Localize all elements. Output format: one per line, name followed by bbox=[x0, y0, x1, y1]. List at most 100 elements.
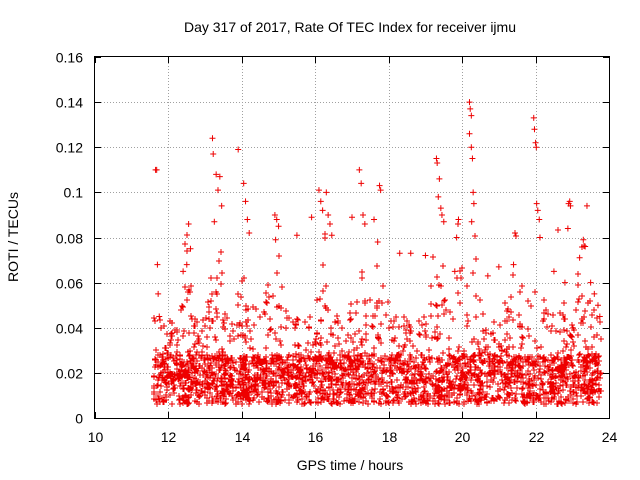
data-point bbox=[358, 180, 365, 187]
data-point bbox=[461, 381, 467, 387]
data-point bbox=[480, 389, 486, 395]
data-point bbox=[380, 368, 386, 374]
data-point bbox=[453, 376, 459, 382]
data-point bbox=[304, 365, 310, 371]
data-point bbox=[384, 393, 390, 399]
data-point bbox=[519, 324, 525, 330]
data-point bbox=[596, 382, 602, 388]
data-point bbox=[188, 379, 194, 385]
data-point bbox=[335, 320, 341, 326]
data-point bbox=[316, 353, 322, 359]
data-point bbox=[453, 234, 460, 241]
data-point bbox=[273, 388, 279, 394]
data-point bbox=[218, 281, 224, 287]
data-point bbox=[209, 369, 215, 375]
data-point bbox=[374, 263, 380, 269]
data-point bbox=[239, 278, 245, 284]
data-point bbox=[363, 322, 369, 328]
data-point bbox=[404, 318, 410, 324]
data-point bbox=[561, 279, 568, 286]
data-point bbox=[276, 253, 282, 259]
data-point bbox=[473, 314, 479, 320]
data-point bbox=[190, 355, 196, 361]
data-point bbox=[317, 363, 323, 369]
data-point bbox=[212, 353, 218, 359]
data-point bbox=[278, 342, 284, 348]
data-point bbox=[477, 350, 483, 356]
data-point bbox=[309, 372, 315, 378]
x-tick-label: 24 bbox=[602, 429, 618, 445]
data-point bbox=[464, 312, 470, 318]
data-point bbox=[406, 364, 412, 370]
data-point bbox=[560, 348, 566, 354]
data-point bbox=[545, 311, 551, 317]
data-point bbox=[484, 399, 490, 405]
data-point bbox=[428, 283, 434, 289]
data-point bbox=[532, 289, 538, 295]
data-point bbox=[242, 365, 248, 371]
data-point bbox=[256, 356, 262, 362]
data-point bbox=[404, 336, 410, 342]
data-point bbox=[487, 369, 493, 375]
data-point bbox=[532, 338, 538, 344]
data-point bbox=[174, 329, 180, 335]
data-point bbox=[405, 361, 411, 367]
data-point bbox=[464, 283, 470, 289]
data-point bbox=[352, 360, 358, 366]
data-point bbox=[561, 359, 567, 365]
data-point bbox=[301, 355, 307, 361]
data-point bbox=[185, 361, 191, 367]
data-point bbox=[530, 383, 536, 389]
data-point bbox=[308, 400, 314, 406]
data-point bbox=[438, 392, 444, 398]
data-point bbox=[238, 362, 244, 368]
data-point bbox=[216, 258, 222, 264]
data-point bbox=[210, 318, 216, 324]
data-point bbox=[197, 393, 203, 399]
data-point bbox=[556, 388, 562, 394]
data-point bbox=[396, 343, 402, 349]
data-point bbox=[561, 316, 567, 322]
data-point bbox=[519, 334, 525, 340]
data-point bbox=[541, 401, 547, 407]
data-point bbox=[549, 395, 555, 401]
data-point bbox=[400, 348, 406, 354]
data-point bbox=[424, 393, 430, 399]
data-point bbox=[582, 369, 588, 375]
data-point bbox=[506, 353, 512, 359]
data-point bbox=[305, 353, 311, 359]
x-tick-label: 22 bbox=[529, 429, 545, 445]
data-point bbox=[548, 399, 554, 405]
data-point bbox=[250, 397, 256, 403]
data-point bbox=[422, 252, 429, 259]
data-point bbox=[472, 233, 478, 239]
data-point bbox=[305, 340, 311, 346]
data-point bbox=[214, 275, 220, 281]
data-point bbox=[495, 393, 501, 399]
data-point bbox=[555, 227, 561, 233]
data-point bbox=[207, 355, 213, 361]
data-point bbox=[222, 375, 228, 381]
data-point bbox=[576, 375, 582, 381]
data-point bbox=[434, 160, 441, 167]
x-tick-label: 16 bbox=[308, 429, 324, 445]
data-point bbox=[151, 391, 157, 397]
data-point bbox=[584, 363, 590, 369]
data-point bbox=[352, 331, 358, 337]
data-point bbox=[447, 356, 453, 362]
data-point bbox=[348, 301, 354, 307]
data-point bbox=[303, 347, 309, 353]
data-point bbox=[215, 399, 221, 405]
data-point bbox=[439, 302, 445, 308]
data-point bbox=[327, 375, 333, 381]
data-point bbox=[320, 288, 326, 294]
data-point bbox=[498, 353, 504, 359]
data-point bbox=[469, 155, 476, 162]
data-point bbox=[422, 357, 428, 363]
data-point bbox=[247, 398, 253, 404]
data-point bbox=[362, 386, 368, 392]
data-point bbox=[469, 393, 475, 399]
data-point bbox=[315, 187, 322, 194]
data-point bbox=[224, 315, 230, 321]
data-point bbox=[413, 389, 419, 395]
